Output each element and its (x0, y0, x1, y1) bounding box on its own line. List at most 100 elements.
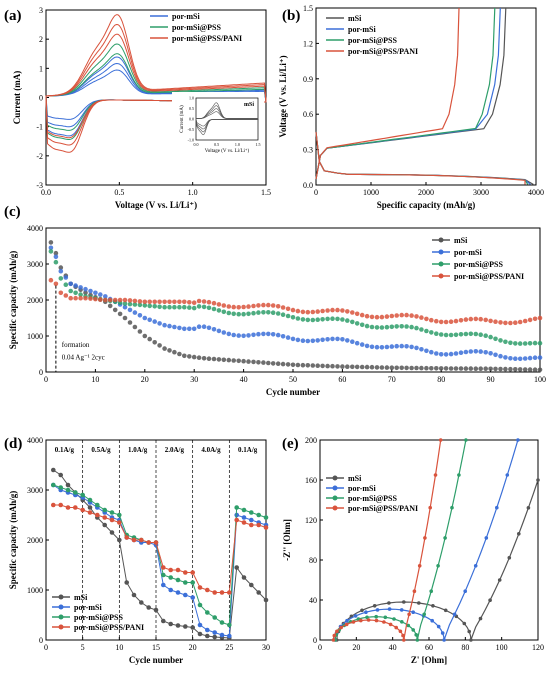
charge-curve (316, 8, 495, 179)
data-point-mSi (439, 366, 444, 371)
data-point-mSi (345, 364, 350, 369)
plot-area-b: 0 1000 2000 3000 40000.00.30.60.91.21.5Speci… (278, 4, 544, 210)
data-point-por-mSi-PSS-PANI (271, 303, 276, 308)
data-point-por-mSi-PSS (227, 311, 232, 316)
data-point-mSi (380, 365, 385, 370)
data-point-por-mSi-PSS-PANI (474, 317, 479, 322)
data-point-mSi (128, 320, 133, 325)
y-axis-label-a: Current (mA) (12, 71, 22, 125)
data-point-mSi (301, 363, 306, 368)
data-point-por-mSi-PSS-PANI (110, 518, 115, 523)
data-point-por-mSi-PSS-PANI (429, 318, 434, 323)
y-tick-label-a: -1 (36, 123, 43, 132)
data-point-mSi (464, 366, 469, 371)
x-tick-label-c: 30 (190, 375, 198, 384)
legend-label: por-mSi@PSS/PANI (348, 504, 418, 513)
data-point-mSi (429, 366, 434, 371)
data-point-por-mSi-PSS (345, 318, 350, 323)
data-point-por-mSi-PSS (474, 332, 479, 337)
data-point-mSi (168, 622, 173, 627)
data-point-por-mSi (360, 342, 365, 347)
data-point-por-mSi-PSS-PANI (68, 296, 73, 301)
y-tick-label-c: 1000 (27, 332, 43, 341)
data-point-por-mSi (220, 633, 225, 638)
x-axis-label-e: Z' [Ohm] (411, 655, 447, 665)
data-point-mSi (394, 366, 399, 371)
data-point-por-mSi-PSS (454, 333, 459, 338)
discharge-curve (316, 132, 525, 185)
nyquist-point (399, 630, 403, 634)
x-tick-label-e: 100 (496, 643, 508, 652)
data-point-por-mSi (380, 345, 385, 350)
data-point-por-mSi (375, 345, 380, 350)
data-point-mSi (246, 359, 251, 364)
data-point-por-mSi-PSS (80, 493, 85, 498)
panel-label-b: (b) (282, 8, 300, 24)
legend-label: por-mSi@PSS/PANI (172, 34, 242, 43)
data-point-por-mSi-PSS (168, 575, 173, 580)
data-point-por-mSi (459, 350, 464, 355)
data-point-mSi (143, 334, 148, 339)
legend-label: por-mSi@PSS (74, 613, 123, 622)
data-point-mSi (207, 356, 212, 361)
x-tick-label-c: 70 (388, 375, 396, 384)
data-point-mSi (474, 366, 479, 371)
x-tick-label-d: 30 (262, 643, 270, 652)
data-point-por-mSi (330, 337, 335, 342)
data-point-por-mSi (68, 282, 73, 287)
data-point-por-mSi (212, 630, 217, 635)
y-tick-label-c: 3000 (27, 260, 43, 269)
data-point-mSi (192, 355, 197, 360)
x-tick-label-e: 80 (461, 643, 469, 652)
y-tick-label-a: 0 (39, 94, 43, 103)
data-point-por-mSi (183, 593, 188, 598)
data-point-mSi (276, 361, 281, 366)
legend-label: por-mSi (74, 603, 102, 612)
data-point-mSi (390, 365, 395, 370)
data-point-por-mSi-PSS-PANI (404, 313, 409, 318)
data-point-por-mSi-PSS (360, 323, 365, 328)
data-point-por-mSi-PSS (380, 325, 385, 330)
data-point-mSi (138, 329, 143, 334)
data-point-por-mSi-PSS-PANI (291, 308, 296, 313)
data-point-por-mSi-PSS-PANI (139, 538, 144, 543)
data-point-por-mSi (251, 333, 256, 338)
nyquist-point (457, 473, 461, 477)
legend-label: mSi (348, 14, 362, 23)
data-point-por-mSi-PSS (54, 260, 59, 265)
data-point-mSi (360, 365, 365, 370)
nyquist-point (407, 613, 411, 617)
data-point-por-mSi-PSS-PANI (296, 309, 301, 314)
data-point-mSi (330, 364, 335, 369)
data-point-por-mSi (187, 327, 192, 332)
y-tick-label-c: 2000 (27, 296, 43, 305)
data-point-por-mSi-PSS-PANI (217, 302, 222, 307)
data-point-por-mSi (488, 351, 493, 356)
legend-label: por-mSi (348, 25, 376, 34)
legend-marker (59, 615, 64, 620)
data-point-mSi (365, 365, 370, 370)
data-point-por-mSi-PSS-PANI (419, 315, 424, 320)
data-point-por-mSi (365, 344, 370, 349)
data-point-mSi (236, 359, 241, 364)
nyquist-point (431, 604, 435, 608)
data-point-por-mSi-PSS-PANI (66, 505, 71, 510)
data-point-por-mSi (172, 325, 177, 330)
data-point-mSi (241, 359, 246, 364)
data-point-por-mSi-PSS (311, 318, 316, 323)
data-point-por-mSi (306, 339, 311, 344)
data-point-por-mSi-PSS-PANI (306, 310, 311, 315)
x-tick-label-d: 20 (189, 643, 197, 652)
data-point-por-mSi-PSS-PANI (133, 299, 138, 304)
data-point-por-mSi-PSS-PANI (88, 296, 93, 301)
data-point-mSi (414, 366, 419, 371)
data-point-mSi (51, 468, 56, 473)
inset-y-tick: -0.5 (188, 127, 194, 132)
x-tick-label-a: 1.0 (188, 188, 198, 197)
x-tick-label-d: 10 (115, 643, 123, 652)
data-point-por-mSi-PSS-PANI (192, 300, 197, 305)
data-point-por-mSi-PSS (335, 317, 340, 322)
charge-curve (316, 8, 500, 179)
data-point-mSi (281, 362, 286, 367)
data-point-por-mSi-PSS-PANI (340, 308, 345, 313)
